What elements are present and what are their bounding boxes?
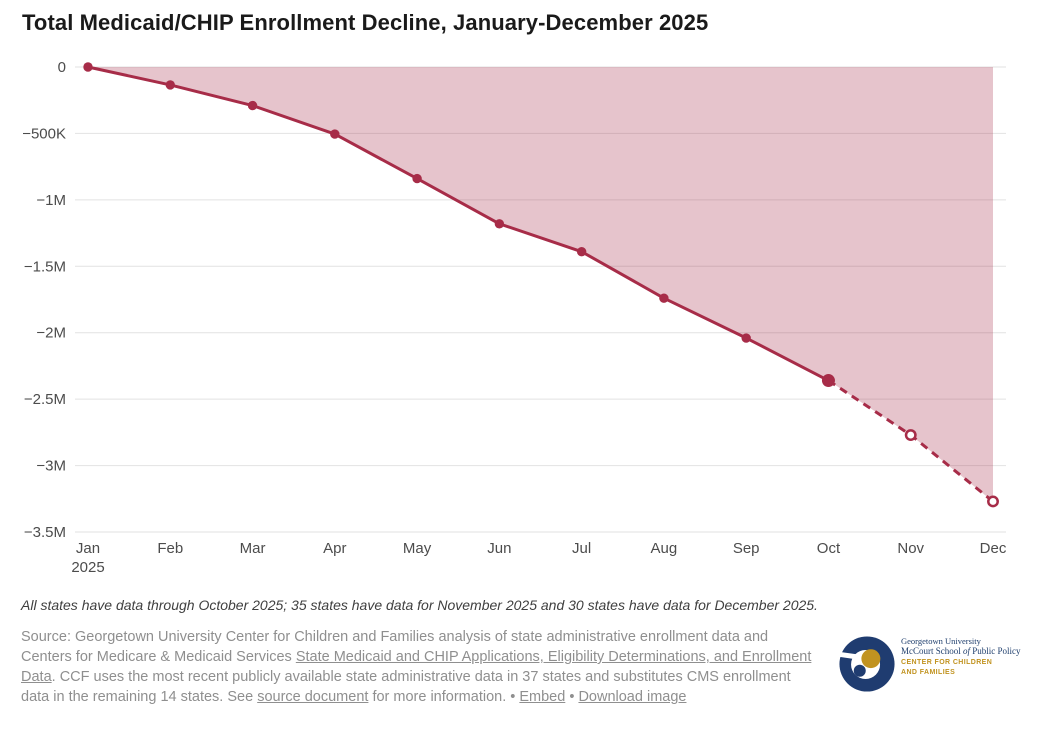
- x-tick-label: Sep: [733, 540, 760, 557]
- data-point-aug[interactable]: [659, 293, 669, 303]
- x-tick-label: Oct: [817, 540, 841, 557]
- y-tick-label: −1.5M: [24, 258, 66, 275]
- data-point-mar[interactable]: [247, 100, 258, 111]
- source-attribution: Source: Georgetown University Center for…: [21, 627, 821, 707]
- y-tick-label: −3.5M: [24, 524, 66, 541]
- y-tick-label: −3M: [36, 458, 66, 475]
- source-text: Source: Georgetown University Center for…: [21, 629, 769, 665]
- chart-title: Total Medicaid/CHIP Enrollment Decline, …: [22, 10, 709, 35]
- bullet-separator: •: [569, 689, 579, 705]
- logo-families-line: AND FAMILIES: [901, 669, 956, 676]
- logo-mccourt-line: McCourt School of Public Policy: [901, 646, 1021, 656]
- data-point-feb[interactable]: [165, 80, 175, 90]
- enrollment-area-chart: 0 −500K −1M −1.5M −2M −2.5M −3M −3.5M Jan Feb Mar A…: [0, 45, 1040, 580]
- x-tick-label: Nov: [897, 540, 924, 557]
- georgetown-ccf-logo[interactable]: Georgetown University McCourt School of …: [838, 633, 1038, 697]
- x-tick-label: Aug: [651, 540, 678, 557]
- x-tick-label: Jul: [572, 540, 591, 557]
- x-tick-label: May: [403, 540, 432, 557]
- logo-georgetown-line: Georgetown University: [901, 636, 981, 646]
- ccf-logo-icon: [838, 636, 895, 692]
- data-point-oct[interactable]: [821, 374, 835, 388]
- y-tick-label: −2M: [36, 325, 66, 342]
- data-point-jan[interactable]: [83, 62, 93, 72]
- x-tick-label: Jun: [487, 540, 511, 557]
- cms-data-link[interactable]: State Medicaid and CHIP Applications, El…: [21, 649, 812, 685]
- data-point-jul[interactable]: [576, 246, 587, 257]
- y-tick-label: −2.5M: [24, 391, 66, 408]
- source-document-link[interactable]: source document: [257, 689, 369, 705]
- chart-canvas: 0 −500K −1M −1.5M −2M −2.5M −3M −3.5M Jan Feb Mar A…: [22, 59, 1007, 576]
- download-image-link[interactable]: Download image: [578, 689, 687, 705]
- x-tick-label: Jan: [76, 540, 100, 557]
- x-tick-label: Dec: [980, 540, 1007, 557]
- y-tick-label: −1M: [36, 192, 66, 209]
- data-point-jun[interactable]: [494, 219, 505, 229]
- x-tick-label: Feb: [157, 540, 183, 557]
- data-point-dec[interactable]: [987, 495, 999, 508]
- bullet-separator: •: [510, 689, 520, 705]
- data-point-sep[interactable]: [741, 333, 751, 343]
- logo-center-line: CENTER FOR CHILDREN: [901, 659, 993, 666]
- y-tick-label: 0: [58, 59, 66, 76]
- ccf-logo-text: Georgetown University McCourt School of …: [901, 633, 1021, 677]
- x-year-label: 2025: [71, 559, 104, 576]
- embed-link[interactable]: Embed: [519, 689, 566, 705]
- area-fill: [88, 67, 993, 502]
- x-tick-label: Mar: [240, 540, 266, 557]
- x-tick-label: Apr: [323, 540, 346, 557]
- y-tick-label: −500K: [22, 125, 66, 142]
- data-point-apr[interactable]: [330, 129, 340, 139]
- source-text: . CCF uses the most recent publicly avai…: [21, 669, 791, 705]
- source-text: for more information.: [368, 689, 511, 705]
- trend-line-solid: [86, 65, 830, 383]
- chart-footnote: All states have data through October 202…: [21, 597, 818, 613]
- data-point-may[interactable]: [412, 173, 422, 184]
- data-point-nov[interactable]: [904, 429, 917, 441]
